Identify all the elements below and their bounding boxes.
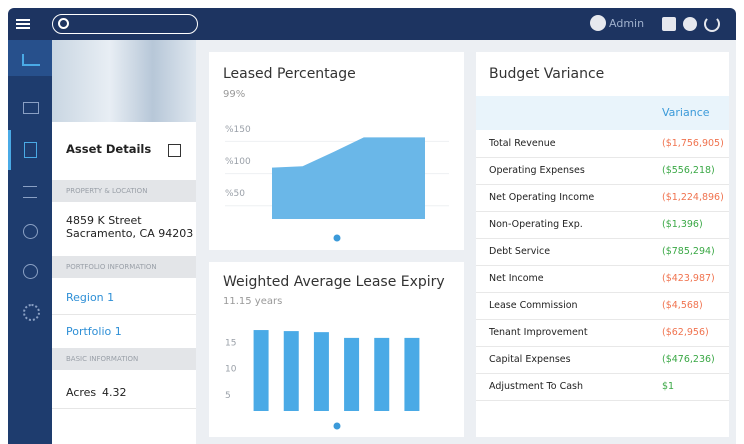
nav-icon[interactable] — [23, 102, 39, 114]
card-title: Budget Variance — [489, 66, 604, 82]
table-row: Lease Commission ($4,568) — [476, 292, 729, 320]
row-label: Capital Expenses — [489, 346, 571, 373]
portfolio-link[interactable]: Portfolio 1 — [66, 325, 122, 338]
search-icon — [58, 18, 69, 29]
chart: 5 10 15 — [209, 262, 464, 437]
table-row: Operating Expenses ($556,218) — [476, 157, 729, 185]
row-value: ($1,396) — [662, 211, 703, 238]
bar — [344, 338, 359, 411]
leased-percentage-card: Leased Percentage 99% %50%100%150 — [209, 52, 464, 250]
row-value: ($785,294) — [662, 238, 715, 265]
table-row: Net Income ($423,987) — [476, 265, 729, 293]
row-value: ($1,224,896) — [662, 184, 724, 211]
column-header: Variance — [662, 106, 710, 119]
row-value: ($62,956) — [662, 319, 709, 346]
pager-dot — [334, 423, 341, 430]
nav-icon[interactable] — [23, 186, 37, 198]
sidebar — [8, 40, 52, 444]
section-heading: BASIC INFORMATION — [52, 348, 196, 370]
panel-title: Asset Details — [66, 142, 151, 156]
row-value: ($423,987) — [662, 265, 715, 292]
nav-icon[interactable] — [23, 224, 38, 239]
power-icon[interactable] — [704, 16, 720, 32]
table-header: Variance — [476, 96, 729, 130]
row-label: Net Operating Income — [489, 184, 594, 211]
area — [272, 137, 425, 219]
nav-icon[interactable] — [24, 142, 37, 158]
field-label: Acres — [66, 386, 96, 399]
table-row: Capital Expenses ($476,236) — [476, 346, 729, 374]
settings-icon[interactable] — [683, 17, 697, 31]
nav-icon[interactable] — [23, 264, 38, 279]
table-row: Debt Service ($785,294) — [476, 238, 729, 266]
row-label: Total Revenue — [489, 130, 556, 157]
section-heading: PORTFOLIO INFORMATION — [52, 256, 196, 278]
edit-icon[interactable] — [168, 144, 181, 157]
page: Admin Asset Details PROPERTY & LOCATION … — [0, 0, 744, 444]
budget-variance-card: Budget Variance Variance Total Revenue ($… — [476, 52, 729, 437]
pager-dot — [334, 235, 341, 242]
search-box[interactable] — [52, 14, 198, 34]
table-row: Total Revenue ($1,756,905) — [476, 130, 729, 158]
row-label: Lease Commission — [489, 292, 578, 319]
row-label: Debt Service — [489, 238, 550, 265]
y-tick-label: 10 — [225, 365, 237, 375]
bar — [404, 338, 419, 411]
y-tick-label: 15 — [225, 339, 236, 349]
report-icon[interactable] — [662, 17, 676, 31]
divider — [52, 314, 196, 315]
row-label: Non-Operating Exp. — [489, 211, 583, 238]
property-image — [52, 40, 196, 122]
menu-button[interactable] — [16, 17, 30, 31]
y-tick-label: 5 — [225, 391, 231, 401]
row-label: Operating Expenses — [489, 157, 585, 184]
chart: %50 %100 %150 — [209, 52, 464, 250]
region-link[interactable]: Region 1 — [66, 291, 114, 304]
bar — [374, 338, 389, 411]
table-row: Net Operating Income ($1,224,896) — [476, 184, 729, 212]
asset-panel: Asset Details PROPERTY & LOCATION 4859 K… — [52, 40, 196, 444]
user-name[interactable]: Admin — [609, 17, 644, 30]
y-tick-label: %100 — [225, 157, 251, 167]
divider — [52, 408, 196, 409]
y-tick-label: %50 — [225, 189, 245, 199]
user-avatar — [590, 15, 606, 31]
app: Admin Asset Details PROPERTY & LOCATION … — [8, 8, 736, 444]
address-line: Sacramento, CA 94203 — [66, 227, 193, 240]
nav-icon[interactable] — [22, 54, 40, 66]
lease-expiry-card: Weighted Average Lease Expiry 11.15 year… — [209, 262, 464, 437]
row-value: ($476,236) — [662, 346, 715, 373]
bar — [284, 331, 299, 411]
row-value: ($556,218) — [662, 157, 715, 184]
bar — [254, 330, 269, 411]
row-value: $1 — [662, 373, 674, 400]
row-label: Adjustment To Cash — [489, 373, 583, 400]
address-line: 4859 K Street — [66, 214, 142, 227]
row-label: Net Income — [489, 265, 544, 292]
top-bar: Admin — [8, 8, 736, 40]
table-row: Tenant Improvement ($62,956) — [476, 319, 729, 347]
row-value: ($1,756,905) — [662, 130, 724, 157]
row-label: Tenant Improvement — [489, 319, 588, 346]
table-row: Non-Operating Exp. ($1,396) — [476, 211, 729, 239]
section-heading: PROPERTY & LOCATION — [52, 180, 196, 202]
bar — [314, 332, 329, 411]
nav-active-marker — [8, 130, 11, 170]
y-tick-label: %150 — [225, 125, 251, 135]
field-value: 4.32 — [102, 386, 127, 399]
nav-icon[interactable] — [23, 304, 40, 321]
table-row: Adjustment To Cash $1 — [476, 373, 729, 401]
row-value: ($4,568) — [662, 292, 703, 319]
